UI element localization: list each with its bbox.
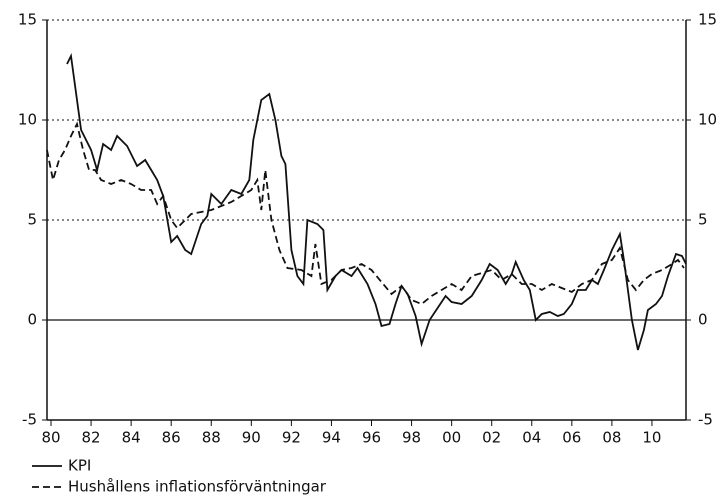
legend-label: Hushållens inflationsförväntningar	[68, 478, 327, 496]
y-tick-label: 10	[18, 111, 37, 129]
y-tick-label: 5	[27, 211, 37, 229]
legend-label: KPI	[68, 457, 91, 475]
y-tick-label: 15	[18, 11, 37, 29]
series-line	[46, 121, 685, 306]
x-tick-label: 88	[202, 429, 221, 447]
x-tick-label: 90	[242, 429, 261, 447]
y-tick-label: 0	[27, 311, 37, 329]
x-tick-label: 04	[522, 429, 541, 447]
x-tick-label: 94	[322, 429, 341, 447]
x-tick-label: 82	[82, 429, 101, 447]
x-tick-label: 96	[362, 429, 381, 447]
x-tick-label: 00	[442, 429, 461, 447]
x-tick-label: 86	[162, 429, 181, 447]
x-tick-label: 80	[41, 429, 60, 447]
x-tick-label: 08	[602, 429, 621, 447]
x-tick-label: 98	[402, 429, 421, 447]
y-tick-label: -5	[22, 411, 37, 429]
x-tick-label: 02	[482, 429, 501, 447]
x-tick-label: 10	[642, 429, 661, 447]
x-tick-label: 06	[562, 429, 581, 447]
x-tick-label: 92	[282, 429, 301, 447]
y2-tick-label: 15	[698, 11, 717, 29]
y2-tick-label: 5	[698, 211, 708, 229]
y2-tick-label: 0	[698, 311, 708, 329]
series-line	[66, 52, 687, 351]
x-tick-label: 84	[122, 429, 141, 447]
y2-tick-label: 10	[698, 111, 717, 129]
y2-tick-label: -5	[698, 411, 713, 429]
